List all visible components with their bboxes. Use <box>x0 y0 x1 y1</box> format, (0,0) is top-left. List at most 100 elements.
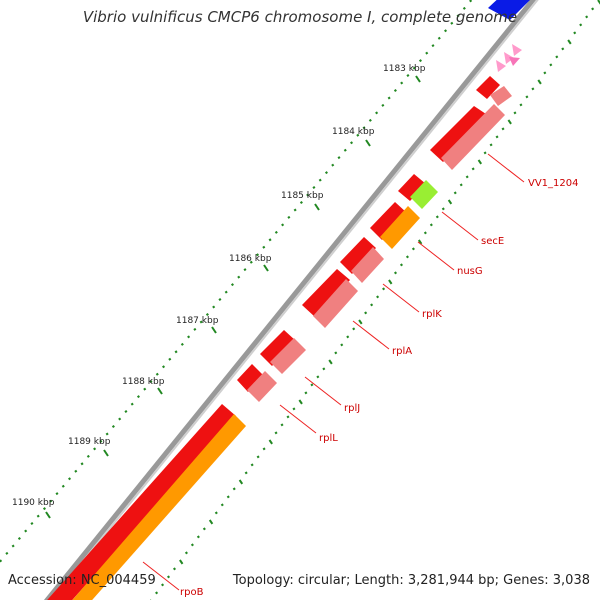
cds-bar[interactable] <box>351 247 384 283</box>
tick-mark <box>36 514 40 518</box>
gene-label-rpla[interactable]: rplA <box>392 346 412 357</box>
tick-mark <box>423 231 427 235</box>
cds-bar[interactable] <box>247 371 277 402</box>
gene-arrow[interactable] <box>430 106 486 162</box>
tick-mark <box>310 383 314 387</box>
tick-mark <box>394 271 398 275</box>
tick-mark <box>232 487 236 491</box>
tick-mark <box>224 290 228 294</box>
gene-arrow[interactable] <box>340 237 376 274</box>
gene-label-vv1-1204[interactable]: VV1_1204 <box>528 178 579 189</box>
tick-mark <box>501 127 505 131</box>
tick-mark <box>205 312 209 316</box>
ruler-label: 1187 kbp <box>176 316 219 326</box>
tick-mark <box>362 126 366 130</box>
tick-mark <box>230 283 234 287</box>
tick-mark <box>86 454 90 458</box>
cds-bar-green[interactable] <box>410 180 438 209</box>
gene-arrow[interactable] <box>260 330 296 366</box>
gene-label-nusg[interactable]: nusG <box>457 266 483 277</box>
gene-arrow[interactable] <box>302 269 350 317</box>
tick-mark <box>306 193 310 197</box>
cds-bar[interactable] <box>490 86 512 106</box>
gene-label-rpll[interactable]: rplL <box>319 433 338 444</box>
gene-label-rplk[interactable]: rplK <box>422 309 442 320</box>
cds-bar[interactable] <box>441 104 505 170</box>
cds-bar[interactable] <box>270 338 306 374</box>
tick-mark <box>256 253 260 257</box>
trna-markers[interactable] <box>496 44 522 72</box>
gene-label-rpob[interactable]: rpoB <box>180 587 204 598</box>
tick-mark <box>334 351 338 355</box>
tick-mark <box>190 543 194 547</box>
tick-mark <box>417 239 423 245</box>
cds-bar[interactable] <box>313 279 358 328</box>
accession-text: Accession: NC_004459 <box>8 573 156 588</box>
cds-bar-orange[interactable] <box>380 206 420 249</box>
tick-mark <box>406 74 410 78</box>
ruler-label: 1185 kbp <box>281 191 324 201</box>
tick-mark <box>287 215 291 219</box>
gene-arrow[interactable] <box>476 76 500 99</box>
tick-mark <box>244 471 248 475</box>
tick-mark <box>340 343 344 347</box>
tick-mark <box>513 111 517 115</box>
inner-dot-track <box>150 0 600 600</box>
tick-mark <box>477 159 483 165</box>
tick-mark <box>555 55 559 59</box>
tick-mark <box>281 223 285 227</box>
tick-mark <box>573 31 577 35</box>
tick-mark <box>143 387 147 391</box>
tick-mark <box>74 469 78 473</box>
tick-mark <box>243 268 247 272</box>
tick-mark <box>155 591 159 595</box>
gene-arrow[interactable] <box>398 174 426 201</box>
gene-arrow[interactable] <box>237 364 263 392</box>
tick-mark <box>208 519 214 525</box>
gene-arrow-rpob[interactable] <box>40 404 236 600</box>
tick-mark <box>30 522 34 526</box>
tick-mark <box>298 399 303 405</box>
tick-mark <box>343 148 347 152</box>
ruler-label: 1183 kbp <box>383 64 426 74</box>
tick-mark <box>591 7 595 11</box>
tick-mark <box>5 551 9 555</box>
gene-label-rplj[interactable]: rplJ <box>344 403 360 414</box>
ruler-label: 1189 kbp <box>68 437 111 447</box>
tick-mark <box>161 583 165 587</box>
tick-mark <box>174 350 178 354</box>
tick-mark <box>431 44 435 48</box>
tick-mark <box>337 156 341 160</box>
tick-mark <box>226 495 230 499</box>
ruler-label: 1184 kbp <box>332 127 375 137</box>
gene-track-outer[interactable] <box>40 76 500 600</box>
tick-mark <box>495 135 499 139</box>
tick-mark <box>537 79 542 85</box>
tick-mark <box>162 365 166 369</box>
tick-mark <box>55 492 59 496</box>
tick-mark <box>193 327 197 331</box>
gene-arrow[interactable] <box>370 202 407 240</box>
cds-bar-orange[interactable] <box>62 414 246 600</box>
tick-mark <box>388 279 393 285</box>
tick-mark <box>368 118 372 122</box>
tick-mark <box>425 51 429 55</box>
tick-mark <box>543 71 547 75</box>
tick-mark <box>130 402 134 406</box>
tick-mark <box>437 36 441 40</box>
tick-mark <box>24 529 28 533</box>
tick-mark <box>375 111 379 115</box>
blue-feature[interactable] <box>488 0 536 20</box>
topology-text: Topology: circular; Length: 3,281,944 bp… <box>232 573 590 588</box>
tick-mark <box>250 463 254 467</box>
tick-mark <box>370 303 374 307</box>
gene-track-inner[interactable] <box>62 86 512 600</box>
tick-mark <box>441 207 445 211</box>
outer-dot-track <box>0 0 473 563</box>
gene-label-sece[interactable]: secE <box>481 236 504 247</box>
tick-mark <box>381 103 385 107</box>
tick-mark <box>465 175 469 179</box>
tick-mark <box>549 63 553 67</box>
tick-mark <box>274 431 278 435</box>
tick-mark <box>483 151 487 155</box>
